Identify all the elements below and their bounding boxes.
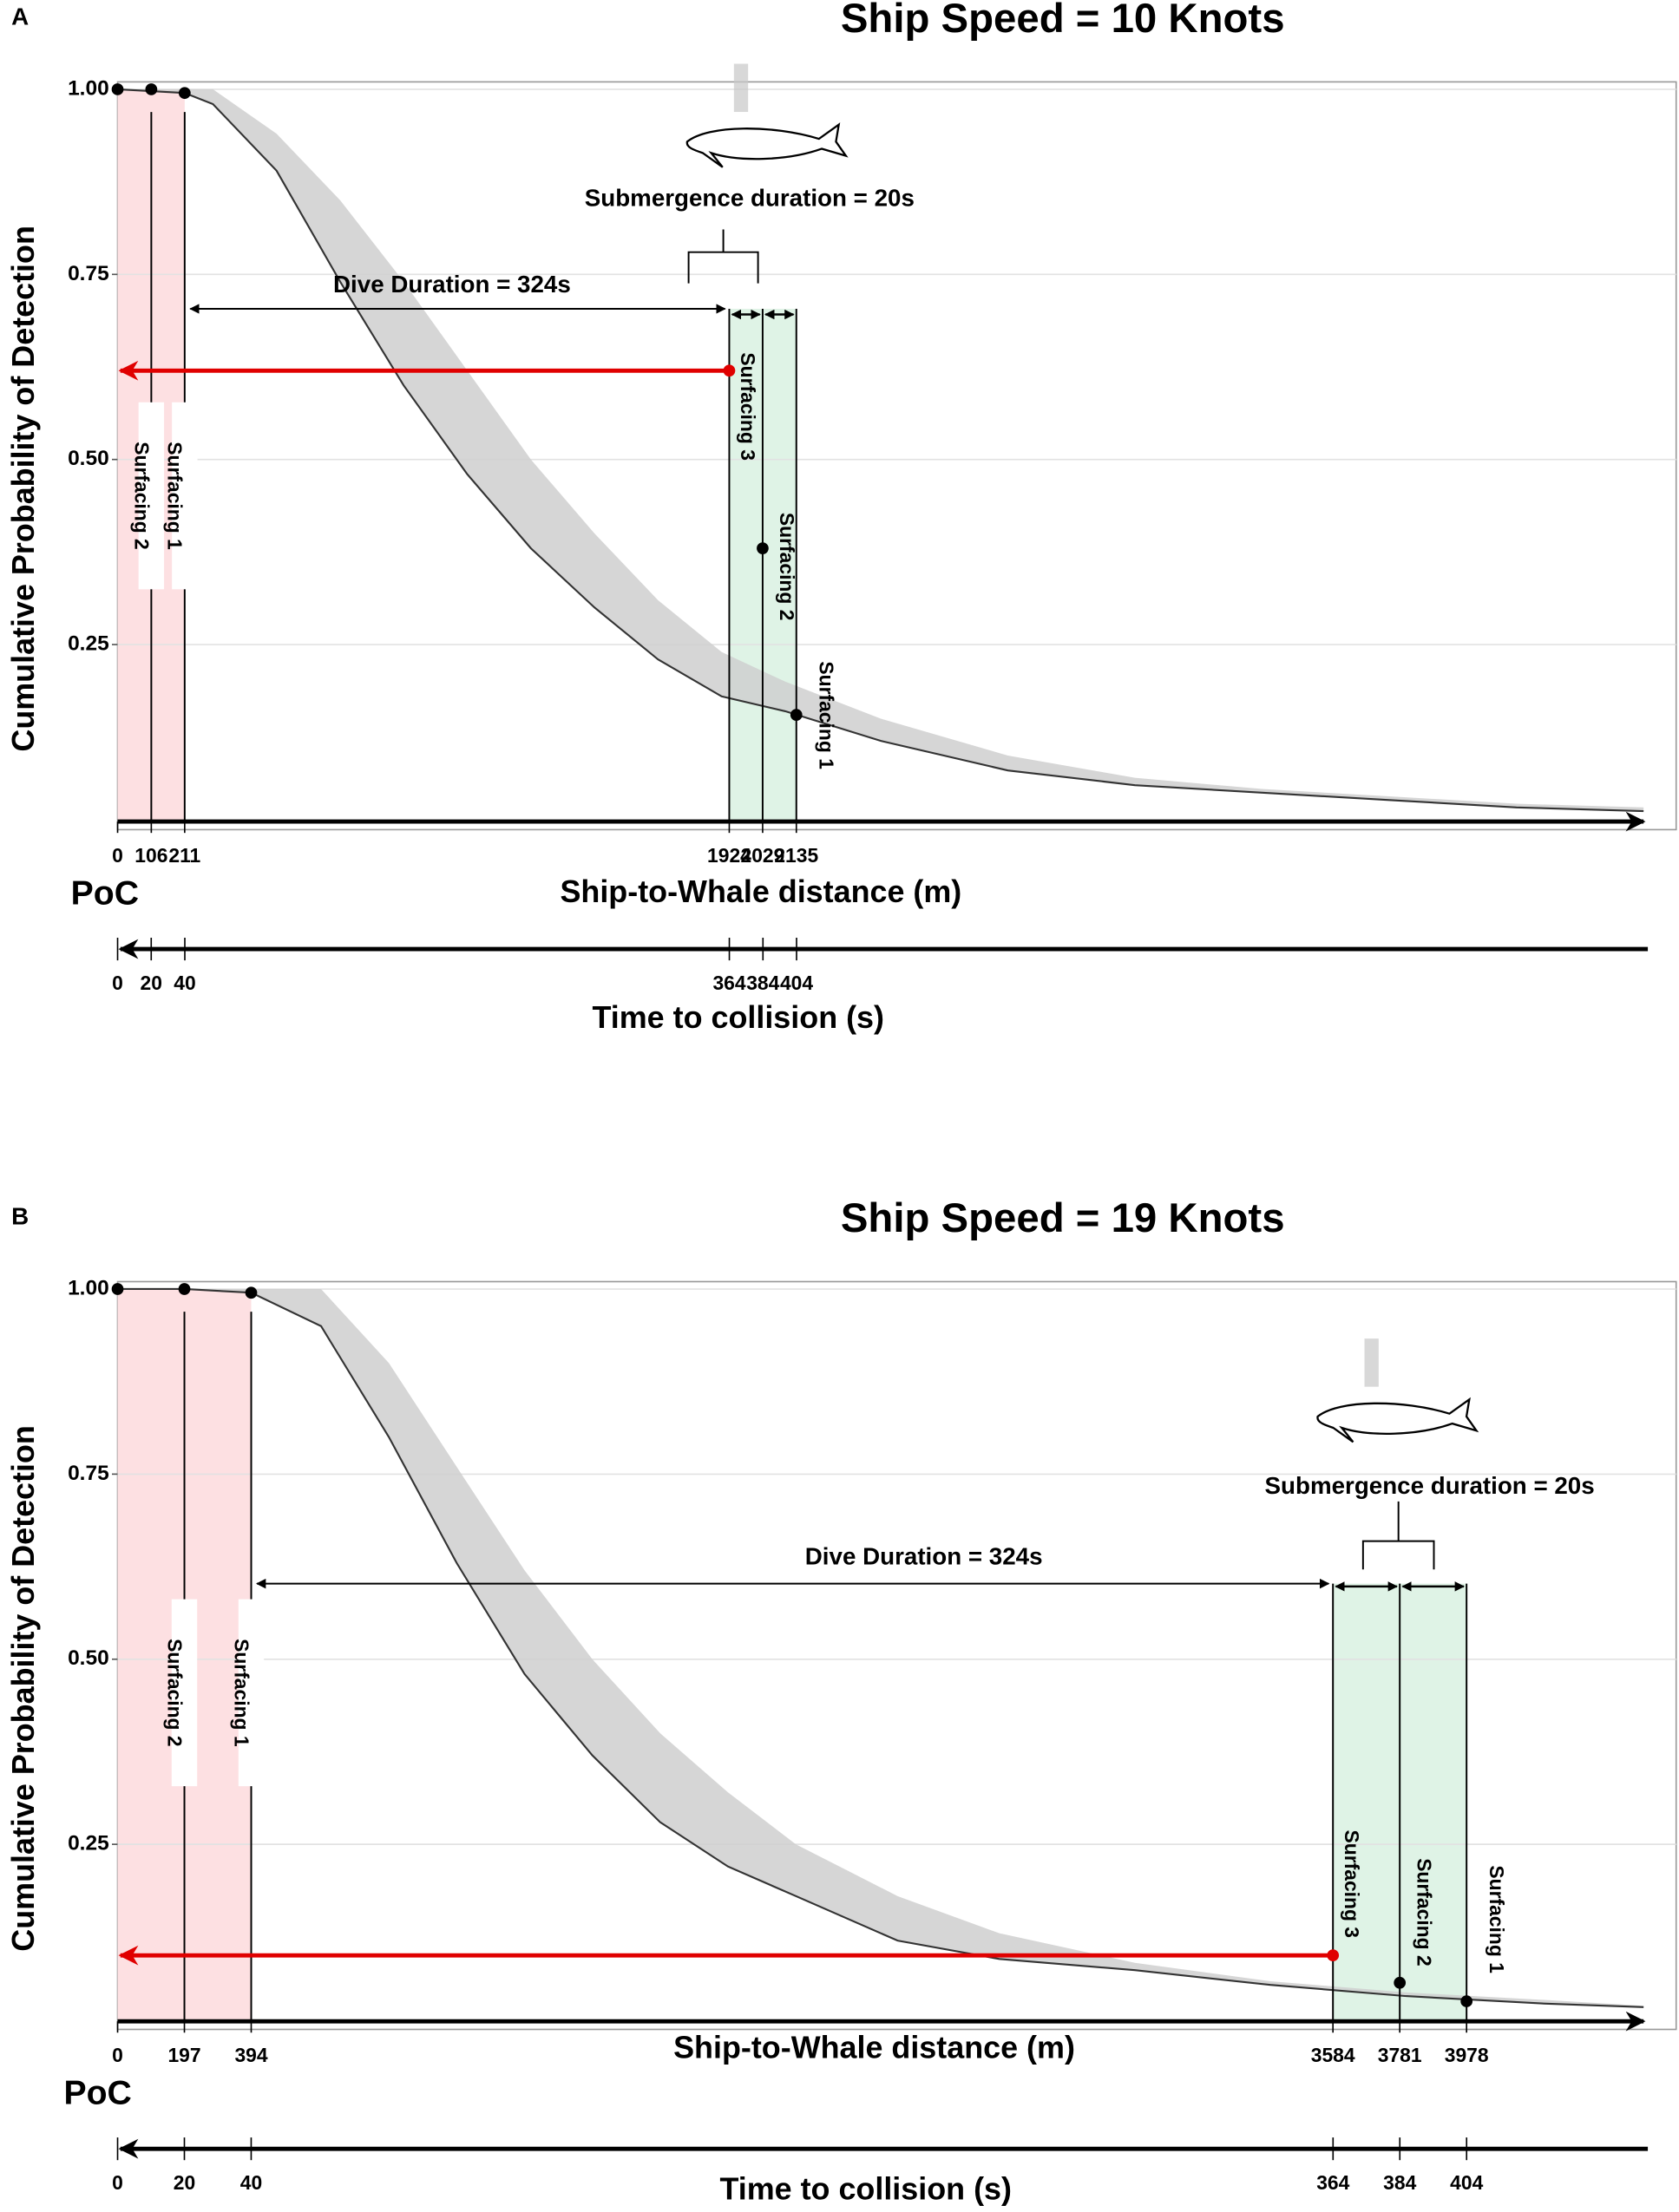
x-tick-label: 211 — [168, 844, 200, 867]
submergence-bracket — [687, 229, 759, 284]
submergence-label: Submergence duration = 20s — [585, 185, 915, 212]
y-tick-label: 0.25 — [68, 1832, 109, 1855]
x-tick-label: 3781 — [1378, 2044, 1422, 2066]
y-tick-label: 0.50 — [68, 1646, 109, 1670]
y-tick-label: 0.25 — [68, 632, 109, 656]
detection-point — [757, 542, 769, 554]
time-tick-label: 404 — [780, 972, 813, 994]
detection-point — [111, 1283, 124, 1295]
surfacing-label: Surfacing 2 — [776, 513, 798, 621]
surfacing-label: Surfacing 3 — [737, 352, 759, 461]
y-tick-label: 0.50 — [68, 447, 109, 470]
time-tick-label: 20 — [174, 2171, 195, 2194]
chart-title: Ship Speed = 19 Knots — [841, 1195, 1285, 1241]
time-tick-label: 20 — [141, 972, 162, 994]
x-tick-label: 3584 — [1311, 2044, 1355, 2066]
confidence-band — [117, 88, 1644, 812]
x-tick-label: 2029 — [740, 844, 784, 867]
time-tick-label: 384 — [746, 972, 779, 994]
panel-letter: B — [11, 1203, 29, 1230]
x-tick-label: 2135 — [774, 844, 818, 867]
time-axis-label: Time to collision (s) — [592, 999, 883, 1035]
time-tick-label: 0 — [112, 972, 123, 994]
time-tick-label: 40 — [240, 2171, 262, 2194]
dive-label: Dive Duration = 324s — [805, 1543, 1043, 1570]
surfacing-label: Surfacing 2 — [163, 1639, 186, 1747]
time-axis-label: Time to collision (s) — [719, 2171, 1012, 2207]
x-axis-label: Ship-to-Whale distance (m) — [560, 874, 961, 909]
x-axis-label: Ship-to-Whale distance (m) — [673, 2029, 1075, 2065]
plot-area — [116, 81, 1677, 831]
x-tick-label: 106 — [134, 844, 167, 867]
detection-point — [178, 87, 191, 100]
detection-curve — [117, 88, 1644, 813]
x-tick-label: 1924 — [707, 844, 751, 867]
dive-label: Dive Duration = 324s — [333, 271, 571, 298]
x-tick-label: 0 — [112, 2044, 123, 2066]
submergence-bracket — [1361, 1501, 1435, 1570]
y-tick-label: 1.00 — [68, 76, 109, 100]
detection-point — [1460, 1995, 1473, 2007]
label-gap — [138, 402, 165, 590]
whale-icon — [685, 122, 849, 168]
surfacing-label: Surfacing 1 — [164, 442, 187, 550]
x-tick-label: 3978 — [1445, 2044, 1489, 2066]
whale-spout — [1364, 1338, 1379, 1387]
label-gap — [172, 402, 198, 590]
surfacing-label: Surfacing 3 — [1341, 1830, 1363, 1939]
surfacing-label: Surfacing 1 — [230, 1639, 253, 1747]
time-tick-label: 364 — [1316, 2171, 1349, 2194]
surfacing-label: Surfacing 1 — [1486, 1865, 1508, 1973]
origin-label: PoC — [63, 2074, 131, 2111]
origin-label: PoC — [71, 874, 139, 912]
x-tick-label: 394 — [234, 2044, 267, 2066]
panel-letter: A — [11, 3, 29, 30]
detection-point — [178, 1283, 191, 1295]
detection-point — [111, 83, 124, 95]
time-tick-label: 364 — [712, 972, 745, 994]
time-tick-label: 40 — [174, 972, 195, 994]
x-tick-label: 197 — [167, 2044, 200, 2066]
label-gap — [171, 1599, 198, 1787]
detection-point — [145, 83, 158, 95]
detection-curve — [117, 1287, 1644, 2008]
detection-point — [1327, 1949, 1340, 1962]
label-gap — [238, 1599, 265, 1787]
time-tick-label: 384 — [1383, 2171, 1416, 2194]
detection-point — [1394, 1976, 1407, 1989]
surfacing-label: Surfacing 1 — [815, 661, 837, 769]
y-axis-label: Cumulative Probability of Detection — [5, 1425, 41, 1952]
surfacing-label: Surfacing 2 — [130, 442, 153, 550]
y-tick-label: 0.75 — [68, 1462, 109, 1485]
time-tick-label: 0 — [112, 2171, 123, 2194]
y-axis-label: Cumulative Probability of Detection — [5, 226, 41, 752]
whale-icon — [1316, 1397, 1479, 1443]
surfacing-label: Surfacing 2 — [1413, 1858, 1435, 1967]
whale-spout — [733, 63, 749, 113]
submergence-label: Submergence duration = 20s — [1265, 1472, 1595, 1499]
detection-point — [790, 709, 803, 721]
detection-point — [245, 1286, 258, 1299]
y-tick-label: 0.75 — [68, 262, 109, 285]
x-tick-label: 0 — [112, 844, 123, 867]
chart-title: Ship Speed = 10 Knots — [841, 0, 1285, 42]
time-tick-label: 404 — [1450, 2171, 1483, 2194]
y-tick-label: 1.00 — [68, 1276, 109, 1299]
detection-point — [723, 364, 736, 377]
